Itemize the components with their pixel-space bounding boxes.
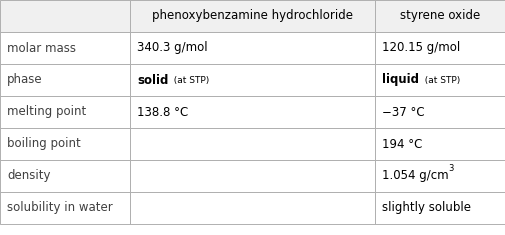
Bar xyxy=(374,32,505,64)
Text: 340.3 g/mol: 340.3 g/mol xyxy=(137,42,207,55)
Bar xyxy=(130,0,374,32)
Bar xyxy=(130,96,374,128)
Bar xyxy=(130,192,374,224)
Bar xyxy=(0,192,130,224)
Bar xyxy=(130,96,374,128)
Bar xyxy=(130,192,374,224)
Bar xyxy=(374,160,505,192)
Text: density: density xyxy=(7,169,51,183)
Bar xyxy=(0,128,130,160)
Text: 120.15 g/mol: 120.15 g/mol xyxy=(381,42,460,55)
Text: styrene oxide: styrene oxide xyxy=(399,9,480,23)
Bar xyxy=(0,0,130,32)
Text: slightly soluble: slightly soluble xyxy=(381,201,470,215)
Text: (at STP): (at STP) xyxy=(418,75,460,85)
Text: boiling point: boiling point xyxy=(7,137,81,150)
Bar xyxy=(130,128,374,160)
Bar xyxy=(0,64,130,96)
Bar xyxy=(0,96,130,128)
Text: solubility in water: solubility in water xyxy=(7,201,113,215)
Text: molar mass: molar mass xyxy=(7,42,76,55)
Bar xyxy=(130,64,374,96)
Text: phase: phase xyxy=(7,74,42,86)
Text: phenoxybenzamine hydrochloride: phenoxybenzamine hydrochloride xyxy=(152,9,352,23)
Bar xyxy=(0,160,130,192)
Text: 194 °C: 194 °C xyxy=(381,137,422,150)
Bar xyxy=(0,128,130,160)
Bar xyxy=(374,192,505,224)
Bar xyxy=(374,96,505,128)
Bar xyxy=(374,160,505,192)
Text: 1.054 g/cm: 1.054 g/cm xyxy=(381,169,448,183)
Bar xyxy=(0,160,130,192)
Bar xyxy=(374,0,505,32)
Text: melting point: melting point xyxy=(7,106,86,118)
Bar xyxy=(0,192,130,224)
Text: liquid: liquid xyxy=(381,74,418,86)
Bar xyxy=(374,32,505,64)
Bar xyxy=(0,32,130,64)
Bar xyxy=(0,96,130,128)
Bar xyxy=(374,0,505,32)
Bar xyxy=(130,160,374,192)
Bar xyxy=(130,32,374,64)
Text: (at STP): (at STP) xyxy=(168,75,209,85)
Bar xyxy=(0,64,130,96)
Bar xyxy=(374,64,505,96)
Bar xyxy=(0,0,130,32)
Text: 138.8 °C: 138.8 °C xyxy=(137,106,188,118)
Text: 3: 3 xyxy=(448,164,453,173)
Bar xyxy=(130,160,374,192)
Bar xyxy=(374,96,505,128)
Bar xyxy=(374,128,505,160)
Bar xyxy=(374,192,505,224)
Bar xyxy=(0,32,130,64)
Bar xyxy=(130,64,374,96)
Bar xyxy=(130,0,374,32)
Bar xyxy=(130,128,374,160)
Bar xyxy=(374,64,505,96)
Bar xyxy=(130,32,374,64)
Text: −37 °C: −37 °C xyxy=(381,106,424,118)
Text: solid: solid xyxy=(137,74,168,86)
Bar xyxy=(374,128,505,160)
